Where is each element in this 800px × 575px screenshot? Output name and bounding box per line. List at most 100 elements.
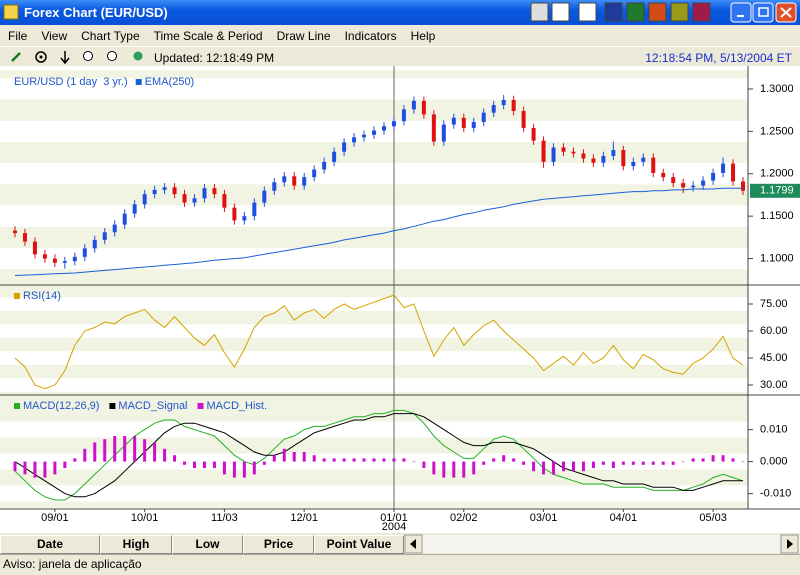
band [0, 324, 748, 338]
tray-icon[interactable] [626, 2, 645, 22]
candle-body [132, 204, 137, 214]
histogram-bar [302, 452, 306, 462]
histogram-bar [442, 461, 446, 478]
tool-refresh[interactable] [133, 51, 143, 61]
histogram-bar [432, 461, 436, 475]
app-icon [3, 4, 19, 20]
candle-body [691, 185, 696, 188]
restore-button[interactable] [752, 2, 774, 23]
tray-icon[interactable] [551, 2, 570, 22]
candle-body [332, 151, 337, 162]
candle-body [591, 158, 596, 163]
tool-draw[interactable] [11, 52, 21, 62]
candle-body [152, 189, 157, 195]
legend-swatch [135, 79, 142, 85]
tab[interactable]: Point Value [314, 535, 404, 554]
toolbar: Updated: 12:18:49 PM 12:18:54 PM, 5/13/2… [0, 46, 800, 67]
tab[interactable]: Low [172, 535, 243, 554]
histogram-bar [202, 461, 206, 468]
band [0, 485, 748, 502]
tray-icon[interactable] [604, 2, 623, 22]
x-year-label: 2004 [382, 521, 406, 533]
candle-body [571, 151, 576, 154]
x-tick-label: 03/01 [530, 512, 558, 524]
candle-body [531, 127, 536, 141]
histogram-bar [13, 461, 17, 472]
candle-body [421, 100, 426, 115]
legend-label: MACD_Signal [118, 400, 187, 412]
band [0, 205, 748, 227]
candle-body [372, 130, 377, 135]
candle-body [342, 142, 347, 152]
candle-body [22, 233, 27, 242]
candle-body [471, 122, 476, 128]
candle-body [671, 177, 676, 184]
menu-item[interactable]: Indicators [344, 29, 397, 43]
histogram-bar [103, 439, 107, 462]
x-tick-label: 05/03 [699, 512, 727, 524]
tray-icon[interactable] [648, 2, 667, 22]
menu-item[interactable]: Help [410, 29, 436, 43]
chart: 2004 1.1000 1.1500 1.2000 1.2500 1.3000 EUR/U… [0, 66, 800, 533]
candle-body [451, 117, 456, 125]
histogram-bar [322, 458, 326, 462]
tab[interactable]: Date [0, 535, 100, 554]
tray-icon[interactable] [530, 2, 549, 22]
series-line [14, 187, 743, 276]
candle-body [491, 105, 496, 113]
histogram-bar [372, 458, 376, 462]
histogram-bar [143, 439, 147, 462]
scrollbar[interactable] [404, 534, 800, 554]
candle-body [431, 114, 436, 142]
tray-icon[interactable] [670, 2, 689, 22]
candle-body [62, 261, 67, 263]
histogram-bar [332, 458, 336, 462]
candle-body [222, 194, 227, 208]
tab[interactable]: High [100, 535, 172, 554]
candle-body [192, 198, 197, 203]
y-tick-label: 0.000 [760, 456, 788, 468]
candle-body [561, 147, 566, 152]
tab[interactable]: Price [243, 535, 314, 554]
candle-body [122, 213, 127, 225]
y-tick-label: 1.2500 [760, 125, 794, 137]
histogram-bar [641, 461, 645, 465]
minimize-button[interactable] [730, 2, 752, 23]
x-tick-label: 11/03 [211, 512, 238, 524]
candle-body [252, 202, 257, 217]
tool-target[interactable] [35, 51, 47, 63]
candle-body [292, 176, 297, 186]
series-line [14, 413, 743, 498]
histogram-bar [711, 455, 715, 462]
menu-item[interactable]: Draw Line [276, 29, 331, 43]
histogram-bar [581, 461, 585, 472]
menu-item[interactable]: Time Scale & Period [153, 29, 263, 43]
tool-down[interactable] [60, 51, 70, 65]
candle-body [172, 187, 177, 195]
histogram-bar [661, 461, 665, 465]
histogram-bar [272, 455, 276, 462]
candle-body [32, 241, 37, 255]
band [0, 78, 748, 100]
menu-item[interactable]: View [41, 29, 68, 43]
tray-icon[interactable] [578, 2, 597, 22]
title-icons [3, 2, 797, 23]
candle-body [322, 161, 327, 170]
histogram-bar [262, 461, 266, 465]
histogram-bar [362, 458, 366, 462]
menu-item[interactable]: File [8, 29, 28, 43]
menu-item[interactable]: Chart Type [81, 29, 140, 43]
band [0, 163, 748, 185]
tray-icon[interactable] [692, 2, 711, 22]
band [0, 378, 748, 392]
tool-zoom-out[interactable] [107, 51, 117, 61]
band [0, 297, 748, 311]
histogram-bar [382, 458, 386, 462]
arrow [410, 539, 416, 549]
tool-zoom-in[interactable] [83, 51, 93, 61]
histogram-bar [422, 461, 426, 468]
legend-swatch [109, 403, 116, 409]
status-text: Aviso: janela de aplicação [3, 557, 142, 571]
scroll-track [404, 535, 800, 553]
